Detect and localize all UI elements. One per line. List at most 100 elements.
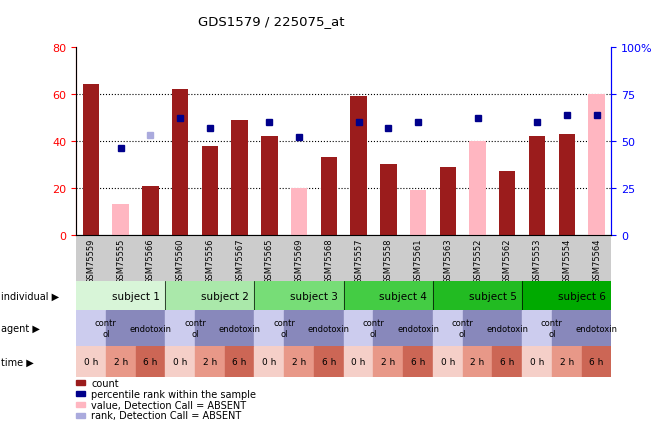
Text: rank, Detection Call = ABSENT: rank, Detection Call = ABSENT bbox=[91, 411, 241, 421]
Bar bbox=[492, 346, 522, 377]
Bar bbox=[314, 346, 344, 377]
Text: contr
ol: contr ol bbox=[541, 319, 563, 338]
Bar bbox=[552, 235, 582, 281]
Bar bbox=[344, 346, 373, 377]
Text: 2 h: 2 h bbox=[114, 357, 128, 366]
Bar bbox=[380, 165, 397, 235]
Text: subject 2: subject 2 bbox=[201, 291, 249, 301]
Bar bbox=[284, 311, 344, 346]
Bar bbox=[225, 235, 254, 281]
Text: 0 h: 0 h bbox=[352, 357, 366, 366]
Bar bbox=[373, 346, 403, 377]
Bar bbox=[344, 235, 373, 281]
Bar bbox=[254, 235, 284, 281]
Text: 2 h: 2 h bbox=[292, 357, 306, 366]
Text: endotoxin: endotoxin bbox=[308, 324, 350, 333]
Text: 6 h: 6 h bbox=[411, 357, 425, 366]
Text: GSM75561: GSM75561 bbox=[414, 238, 422, 283]
Bar bbox=[440, 168, 456, 235]
Bar bbox=[559, 135, 575, 235]
Bar bbox=[529, 137, 545, 235]
Text: count: count bbox=[91, 378, 119, 388]
Bar bbox=[522, 346, 552, 377]
Text: subject 4: subject 4 bbox=[379, 291, 427, 301]
Bar bbox=[552, 346, 582, 377]
Bar bbox=[225, 346, 254, 377]
Text: 0 h: 0 h bbox=[84, 357, 98, 366]
Bar bbox=[254, 281, 344, 311]
Bar bbox=[195, 311, 254, 346]
Text: contr
ol: contr ol bbox=[451, 319, 474, 338]
Text: contr
ol: contr ol bbox=[362, 319, 385, 338]
Text: GSM75553: GSM75553 bbox=[533, 238, 541, 283]
Bar bbox=[83, 85, 99, 235]
Bar bbox=[284, 235, 314, 281]
Bar bbox=[314, 235, 344, 281]
Text: GSM75569: GSM75569 bbox=[295, 238, 303, 283]
Bar bbox=[136, 346, 165, 377]
Text: 0 h: 0 h bbox=[173, 357, 187, 366]
Bar bbox=[552, 311, 611, 346]
Text: GSM75560: GSM75560 bbox=[176, 238, 184, 283]
Bar bbox=[76, 346, 106, 377]
Text: subject 6: subject 6 bbox=[558, 291, 605, 301]
Text: contr
ol: contr ol bbox=[273, 319, 295, 338]
Text: 6 h: 6 h bbox=[590, 357, 603, 366]
Text: 6 h: 6 h bbox=[143, 357, 157, 366]
Bar bbox=[195, 346, 225, 377]
Text: GSM75564: GSM75564 bbox=[592, 238, 601, 283]
Bar bbox=[165, 311, 195, 346]
Bar bbox=[350, 97, 367, 235]
Bar bbox=[433, 311, 463, 346]
Bar bbox=[261, 137, 278, 235]
Bar bbox=[522, 311, 552, 346]
Text: GSM75562: GSM75562 bbox=[503, 238, 512, 283]
Text: 6 h: 6 h bbox=[500, 357, 514, 366]
Bar bbox=[433, 346, 463, 377]
Text: 2 h: 2 h bbox=[471, 357, 485, 366]
Bar bbox=[522, 281, 611, 311]
Bar bbox=[202, 146, 218, 235]
Bar bbox=[321, 158, 337, 235]
Bar bbox=[492, 235, 522, 281]
Bar bbox=[582, 235, 611, 281]
Bar bbox=[410, 191, 426, 235]
Bar bbox=[165, 235, 195, 281]
Text: subject 1: subject 1 bbox=[112, 291, 159, 301]
Bar bbox=[403, 346, 433, 377]
Bar bbox=[344, 281, 433, 311]
Text: GSM75565: GSM75565 bbox=[265, 238, 274, 283]
Bar bbox=[76, 235, 106, 281]
Text: GSM75567: GSM75567 bbox=[235, 238, 244, 283]
Text: value, Detection Call = ABSENT: value, Detection Call = ABSENT bbox=[91, 400, 247, 410]
Bar bbox=[403, 235, 433, 281]
Text: 0 h: 0 h bbox=[262, 357, 276, 366]
Text: subject 3: subject 3 bbox=[290, 291, 338, 301]
Text: individual ▶: individual ▶ bbox=[1, 291, 59, 301]
Bar bbox=[76, 281, 165, 311]
Bar bbox=[76, 311, 106, 346]
Bar bbox=[582, 346, 611, 377]
Bar bbox=[344, 311, 373, 346]
Text: endotoxin: endotoxin bbox=[130, 324, 171, 333]
Bar bbox=[254, 346, 284, 377]
Text: endotoxin: endotoxin bbox=[219, 324, 260, 333]
Bar bbox=[142, 186, 159, 235]
Text: GSM75555: GSM75555 bbox=[116, 238, 125, 283]
Bar bbox=[106, 235, 136, 281]
Bar bbox=[499, 172, 516, 235]
Text: 6 h: 6 h bbox=[322, 357, 336, 366]
Text: GDS1579 / 225075_at: GDS1579 / 225075_at bbox=[198, 15, 344, 28]
Text: subject 5: subject 5 bbox=[469, 291, 516, 301]
Text: GSM75556: GSM75556 bbox=[206, 238, 214, 283]
Bar bbox=[291, 188, 307, 235]
Text: GSM75552: GSM75552 bbox=[473, 238, 482, 283]
Bar bbox=[172, 90, 188, 235]
Bar bbox=[469, 141, 486, 235]
Bar bbox=[106, 311, 165, 346]
Bar bbox=[165, 346, 195, 377]
Text: 6 h: 6 h bbox=[233, 357, 247, 366]
Bar bbox=[284, 346, 314, 377]
Bar bbox=[195, 235, 225, 281]
Text: 2 h: 2 h bbox=[203, 357, 217, 366]
